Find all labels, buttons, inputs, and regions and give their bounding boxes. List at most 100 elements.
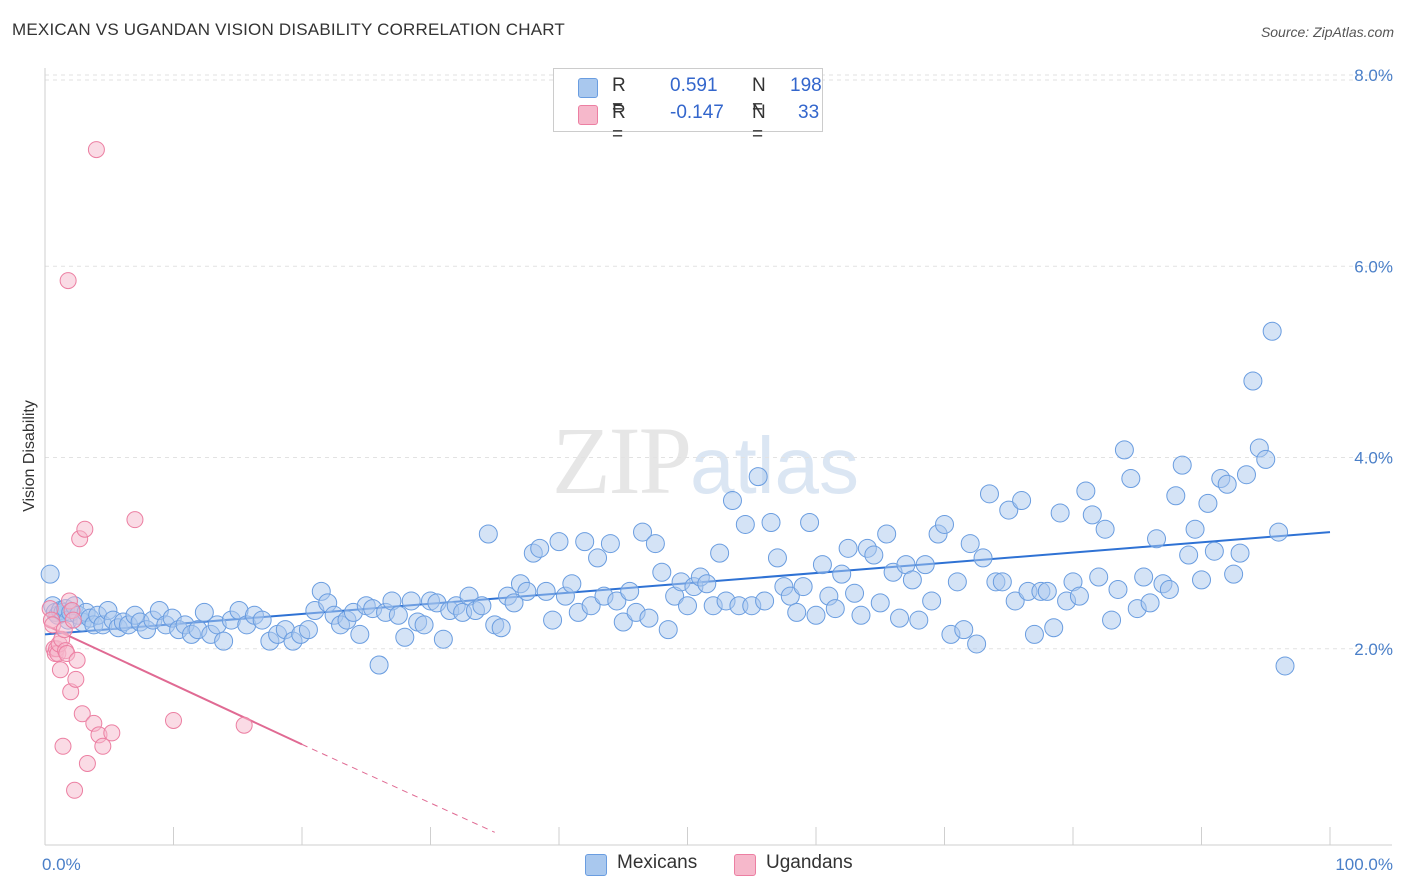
mexicans-point <box>588 548 608 568</box>
mexicans-point <box>864 545 884 565</box>
mexicans-point <box>575 532 595 552</box>
mexicans-point <box>678 596 697 616</box>
mexicans-point <box>1224 564 1244 584</box>
y-axis-label: Vision Disability <box>21 400 38 512</box>
mexicans-point <box>613 612 633 632</box>
ugandans-point <box>67 670 85 688</box>
watermark-atlas: atlas <box>690 421 859 510</box>
ugandans-point <box>54 737 72 755</box>
mexicans-point <box>1012 491 1032 511</box>
mexicans-point <box>1069 586 1089 606</box>
chart-title: MEXICAN VS UGANDAN VISION DISABILITY COR… <box>12 20 566 39</box>
mexicans-point <box>1166 486 1186 506</box>
mexicans-point <box>812 555 832 575</box>
ugandans-point <box>59 272 77 290</box>
mexicans-point <box>620 581 640 601</box>
legend-r-label: R = <box>612 102 626 145</box>
mexicans-point <box>350 624 370 644</box>
watermark: ZIPatlas <box>552 405 859 516</box>
mexicans-point <box>735 514 755 534</box>
mexicans-point <box>401 591 421 611</box>
mexicans-point <box>806 605 826 625</box>
mexicans-point <box>1140 593 1160 613</box>
mexicans-point <box>472 596 492 616</box>
mexicans-point <box>478 524 498 544</box>
mexicans-point <box>1204 541 1224 561</box>
x-tick-label: 100.0% <box>1335 855 1393 874</box>
mexicans-point <box>825 599 845 619</box>
mexicans-point <box>767 548 787 568</box>
mexicans-point <box>832 564 852 584</box>
y-tick-label: 4.0% <box>1354 449 1393 468</box>
mexicans-point <box>915 555 935 575</box>
legend-r-label: R = <box>612 75 626 118</box>
mexicans-point <box>395 627 415 647</box>
ugandans-point <box>66 781 84 799</box>
legend: R = 0.591 N = 198 R = -0.147 N = 33 <box>553 68 823 145</box>
legend-n-value: 198 <box>790 75 822 96</box>
mexicans-point <box>787 602 807 622</box>
ugandans-point <box>76 520 94 538</box>
mexicans-point <box>1179 545 1199 565</box>
ugandans-point <box>64 611 82 629</box>
mexicans-point <box>504 593 524 613</box>
mexicans-point <box>1262 321 1282 341</box>
ugandans-point <box>73 705 91 723</box>
legend-swatch-mexicans <box>578 78 598 98</box>
mexicans-point <box>214 631 234 651</box>
mexicans-point <box>845 583 865 603</box>
mexicans-point <box>967 634 987 654</box>
mexicans-point <box>369 655 389 675</box>
mexicans-point <box>1005 591 1025 611</box>
mexicans-point <box>549 532 569 552</box>
mexicans-point <box>1050 503 1070 523</box>
mexicans-point <box>1044 618 1064 638</box>
mexicans-point <box>979 484 999 504</box>
ugandans-point <box>94 737 112 755</box>
mexicans-point <box>722 491 742 511</box>
mexicans-point <box>1102 610 1122 630</box>
mexicans-point <box>1082 505 1102 525</box>
mexicans-point <box>1024 624 1044 644</box>
mexicans-point <box>960 534 980 554</box>
x-tick-label: 0.0% <box>42 855 81 874</box>
chart-source: Source: ZipAtlas.com <box>1260 24 1394 40</box>
bottom-legend-swatch-mexicans <box>585 854 607 876</box>
legend-swatch-ugandans <box>578 105 598 125</box>
mexicans-point <box>562 574 582 594</box>
legend-n-label: N = <box>752 75 766 118</box>
ugandans-point <box>126 511 144 529</box>
mexicans-point <box>414 615 434 635</box>
ugandans-point <box>78 755 96 772</box>
mexicans-point <box>800 513 820 533</box>
mexicans-point <box>658 620 678 640</box>
mexicans-point <box>1172 455 1192 475</box>
legend-n-label: N = <box>752 102 766 145</box>
mexicans-point <box>780 586 800 606</box>
mexicans-point <box>1095 519 1115 539</box>
mexicans-point <box>870 593 890 613</box>
mexicans-point <box>1217 474 1237 494</box>
mexicans-point <box>748 467 768 487</box>
mexicans-point <box>40 564 60 584</box>
mexicans-point <box>388 605 408 625</box>
mexicans-point <box>999 500 1019 520</box>
mexicans-point <box>954 620 974 640</box>
ugandans-trend-line <box>44 623 303 746</box>
bottom-legend-label-ugandans: Ugandans <box>766 852 853 873</box>
ugandans-point <box>51 661 69 679</box>
mexicans-point <box>909 610 929 630</box>
mexicans-point <box>1108 579 1128 599</box>
mexicans-point <box>517 581 537 601</box>
y-tick-label: 2.0% <box>1354 640 1393 659</box>
ugandans-point <box>68 651 86 669</box>
mexicans-point <box>877 524 897 544</box>
ugandans-point <box>235 716 253 734</box>
mexicans-point <box>992 572 1012 592</box>
ugandans-point <box>87 141 105 159</box>
ugandans-point <box>165 711 182 729</box>
mexicans-point <box>1185 519 1205 539</box>
mexicans-point <box>633 522 653 542</box>
mexicans-point <box>755 591 775 611</box>
